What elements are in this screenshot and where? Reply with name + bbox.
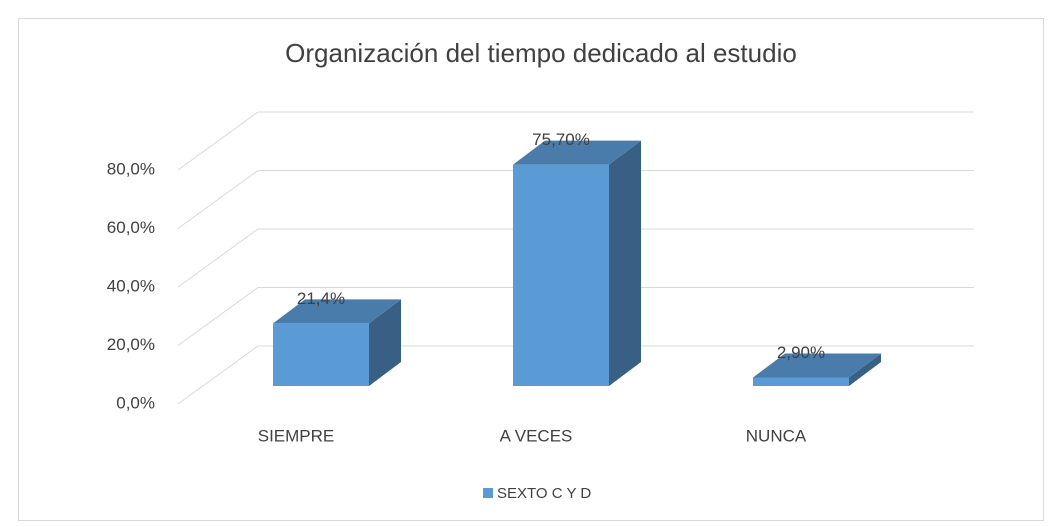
bar-front xyxy=(273,323,369,386)
bar-top xyxy=(273,299,401,324)
grid-line xyxy=(177,228,974,288)
bar-front xyxy=(513,164,609,386)
data-label: 75,70% xyxy=(532,130,590,149)
bar-side xyxy=(849,353,881,386)
y-tick-label: 0,0% xyxy=(116,393,155,412)
x-tick-label: SIEMPRE xyxy=(258,426,335,445)
grid-line xyxy=(177,287,974,346)
bar-side xyxy=(369,299,401,386)
bar-front xyxy=(753,377,849,386)
bar-top xyxy=(513,140,641,165)
chart-title: Organización del tiempo dedicado al estu… xyxy=(285,38,797,68)
bar-side xyxy=(609,140,641,386)
legend-label: SEXTO C Y D xyxy=(497,485,591,502)
y-tick-label: 60,0% xyxy=(107,218,155,237)
grid-line xyxy=(177,170,974,229)
y-tick-label: 80,0% xyxy=(107,159,155,178)
y-tick-label: 40,0% xyxy=(107,276,155,295)
x-tick-label: A VECES xyxy=(500,426,573,445)
data-label: 2,90% xyxy=(777,343,825,362)
grid-line xyxy=(177,111,974,171)
bar xyxy=(513,140,641,386)
data-label: 21,4% xyxy=(297,289,345,308)
y-tick-label: 20,0% xyxy=(107,335,155,354)
grid-line xyxy=(177,345,974,405)
bar xyxy=(273,299,401,386)
bar-top xyxy=(753,353,881,378)
bar xyxy=(753,353,881,386)
legend-swatch xyxy=(483,488,493,498)
x-tick-label: NUNCA xyxy=(746,426,807,445)
